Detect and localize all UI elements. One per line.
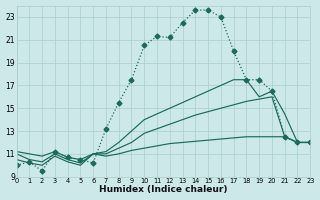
X-axis label: Humidex (Indice chaleur): Humidex (Indice chaleur)	[99, 185, 228, 194]
